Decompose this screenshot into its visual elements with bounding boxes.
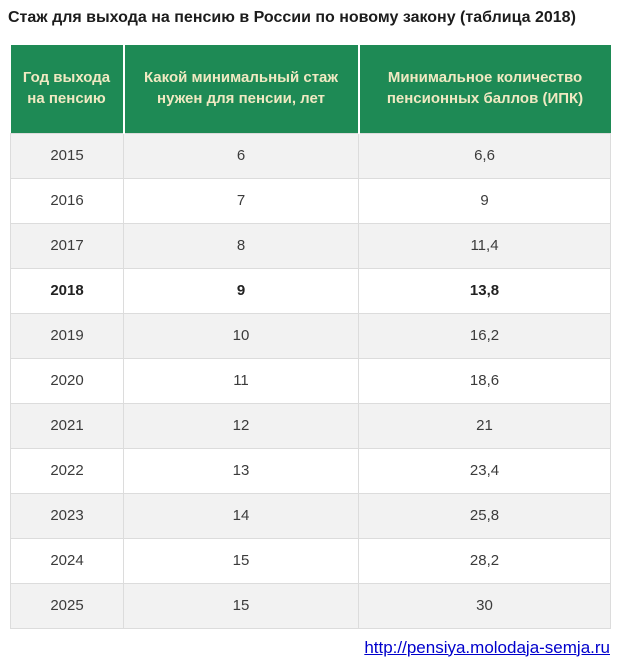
experience-cell: 10 [123, 312, 359, 359]
table-row: 2022 13 23,4 [10, 447, 611, 494]
table-body: 2015 6 6,6 2016 7 9 2017 8 11,4 2018 9 13,8 2019 10 16… [10, 132, 611, 629]
footer: http://pensiya.molodaja-semja.ru [10, 629, 610, 658]
year-cell: 2024 [10, 537, 124, 584]
table-header: Год выхода на пенсию Какой минимальный с… [10, 45, 611, 133]
year-cell: 2016 [10, 177, 124, 224]
table-row: 2020 11 18,6 [10, 357, 611, 404]
experience-cell: 15 [123, 582, 359, 629]
points-cell: 18,6 [358, 357, 611, 404]
table-row: 2024 15 28,2 [10, 537, 611, 584]
points-cell: 9 [358, 177, 611, 224]
points-cell: 16,2 [358, 312, 611, 359]
year-cell: 2019 [10, 312, 124, 359]
header-row: Год выхода на пенсию Какой минимальный с… [10, 45, 611, 133]
page-title: Стаж для выхода на пенсию в России по но… [8, 9, 576, 26]
year-cell: 2017 [10, 222, 124, 269]
points-cell: 25,8 [358, 492, 611, 539]
header-points: Минимальное количество пенсионных баллов… [357, 45, 611, 133]
table-row: 2018 9 13,8 [10, 267, 611, 314]
year-cell: 2025 [10, 582, 124, 629]
experience-cell: 14 [123, 492, 359, 539]
table-row: 2025 15 30 [10, 582, 611, 629]
points-cell: 6,6 [358, 132, 611, 179]
points-cell: 30 [358, 582, 611, 629]
points-cell: 28,2 [358, 537, 611, 584]
points-cell: 21 [358, 402, 611, 449]
pension-table: Год выхода на пенсию Какой минимальный с… [10, 45, 611, 629]
points-cell: 23,4 [358, 447, 611, 494]
year-cell: 2021 [10, 402, 124, 449]
table-row: 2017 8 11,4 [10, 222, 611, 269]
year-cell: 2023 [10, 492, 124, 539]
year-cell: 2015 [10, 132, 124, 179]
year-cell: 2022 [10, 447, 124, 494]
source-link[interactable]: http://pensiya.molodaja-semja.ru [364, 637, 610, 657]
experience-cell: 15 [123, 537, 359, 584]
table-row: 2019 10 16,2 [10, 312, 611, 359]
experience-cell: 11 [123, 357, 359, 404]
experience-cell: 9 [123, 267, 359, 314]
table-row: 2023 14 25,8 [10, 492, 611, 539]
experience-cell: 8 [123, 222, 359, 269]
table-row: 2015 6 6,6 [10, 132, 611, 179]
experience-cell: 6 [123, 132, 359, 179]
year-cell: 2020 [10, 357, 124, 404]
table-row: 2016 7 9 [10, 177, 611, 224]
table-row: 2021 12 21 [10, 402, 611, 449]
experience-cell: 13 [123, 447, 359, 494]
points-cell: 11,4 [358, 222, 611, 269]
experience-cell: 7 [123, 177, 359, 224]
experience-cell: 12 [123, 402, 359, 449]
header-year: Год выхода на пенсию [10, 45, 124, 133]
year-cell: 2018 [10, 267, 124, 314]
header-experience: Какой минимальный стаж нужен для пенсии,… [122, 45, 359, 133]
points-cell: 13,8 [358, 267, 611, 314]
